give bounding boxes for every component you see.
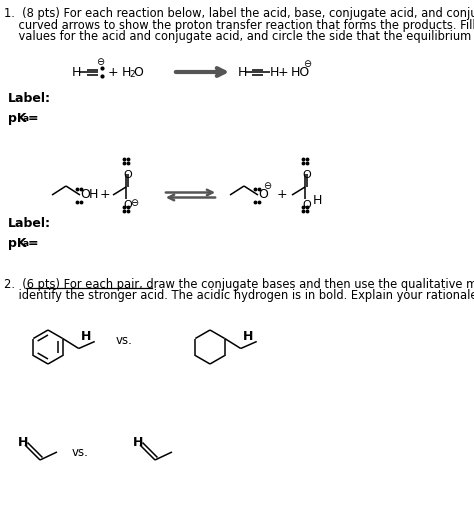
Text: +: +: [277, 188, 287, 202]
Text: H: H: [72, 66, 82, 79]
Text: vs.: vs.: [72, 446, 89, 459]
Text: +: +: [100, 188, 110, 202]
Text: ⊖: ⊖: [96, 57, 104, 67]
Text: H: H: [18, 436, 28, 448]
Text: HO: HO: [291, 66, 310, 79]
Text: H: H: [270, 66, 279, 79]
Text: ⊖: ⊖: [130, 198, 138, 208]
Text: O: O: [258, 188, 268, 202]
Text: pK: pK: [8, 112, 27, 125]
Text: O: O: [302, 200, 311, 210]
Text: Label:: Label:: [8, 217, 51, 230]
Text: H: H: [238, 66, 247, 79]
Text: H: H: [313, 194, 322, 206]
Text: Label:: Label:: [8, 92, 51, 105]
Text: 2.  (6 pts) For each pair, draw the conjugate bases and then use the qualitative: 2. (6 pts) For each pair, draw the conju…: [4, 278, 474, 291]
Text: H: H: [122, 66, 131, 79]
Text: O: O: [302, 170, 311, 180]
Text: O: O: [133, 66, 143, 79]
Text: a: a: [23, 114, 29, 123]
Text: identify the stronger acid. The acidic hydrogen is in bold. Explain your rationa: identify the stronger acid. The acidic h…: [4, 289, 474, 302]
Text: values for the acid and conjugate acid, and circle the side that the equilibrium: values for the acid and conjugate acid, …: [4, 30, 474, 43]
Text: curved arrows to show the proton transfer reaction that forms the products. Fill: curved arrows to show the proton transfe…: [4, 18, 474, 31]
Text: +: +: [278, 66, 288, 79]
Text: 1.  (8 pts) For each reaction below, label the acid, base, conjugate acid, and c: 1. (8 pts) For each reaction below, labe…: [4, 7, 474, 20]
Text: vs.: vs.: [116, 333, 133, 346]
Text: =: =: [28, 112, 38, 125]
Text: H: H: [243, 330, 253, 343]
Text: H: H: [133, 436, 143, 448]
Text: 2: 2: [129, 70, 135, 79]
Text: O: O: [80, 188, 90, 202]
Text: O: O: [123, 200, 132, 210]
Text: a: a: [23, 239, 29, 248]
Text: H: H: [89, 188, 99, 202]
Text: ⊖: ⊖: [303, 59, 311, 69]
Text: +: +: [108, 66, 118, 79]
Text: pK: pK: [8, 237, 27, 250]
Text: H: H: [81, 330, 91, 343]
Text: O: O: [123, 170, 132, 180]
Text: =: =: [28, 237, 38, 250]
Text: ⊖: ⊖: [263, 181, 271, 191]
